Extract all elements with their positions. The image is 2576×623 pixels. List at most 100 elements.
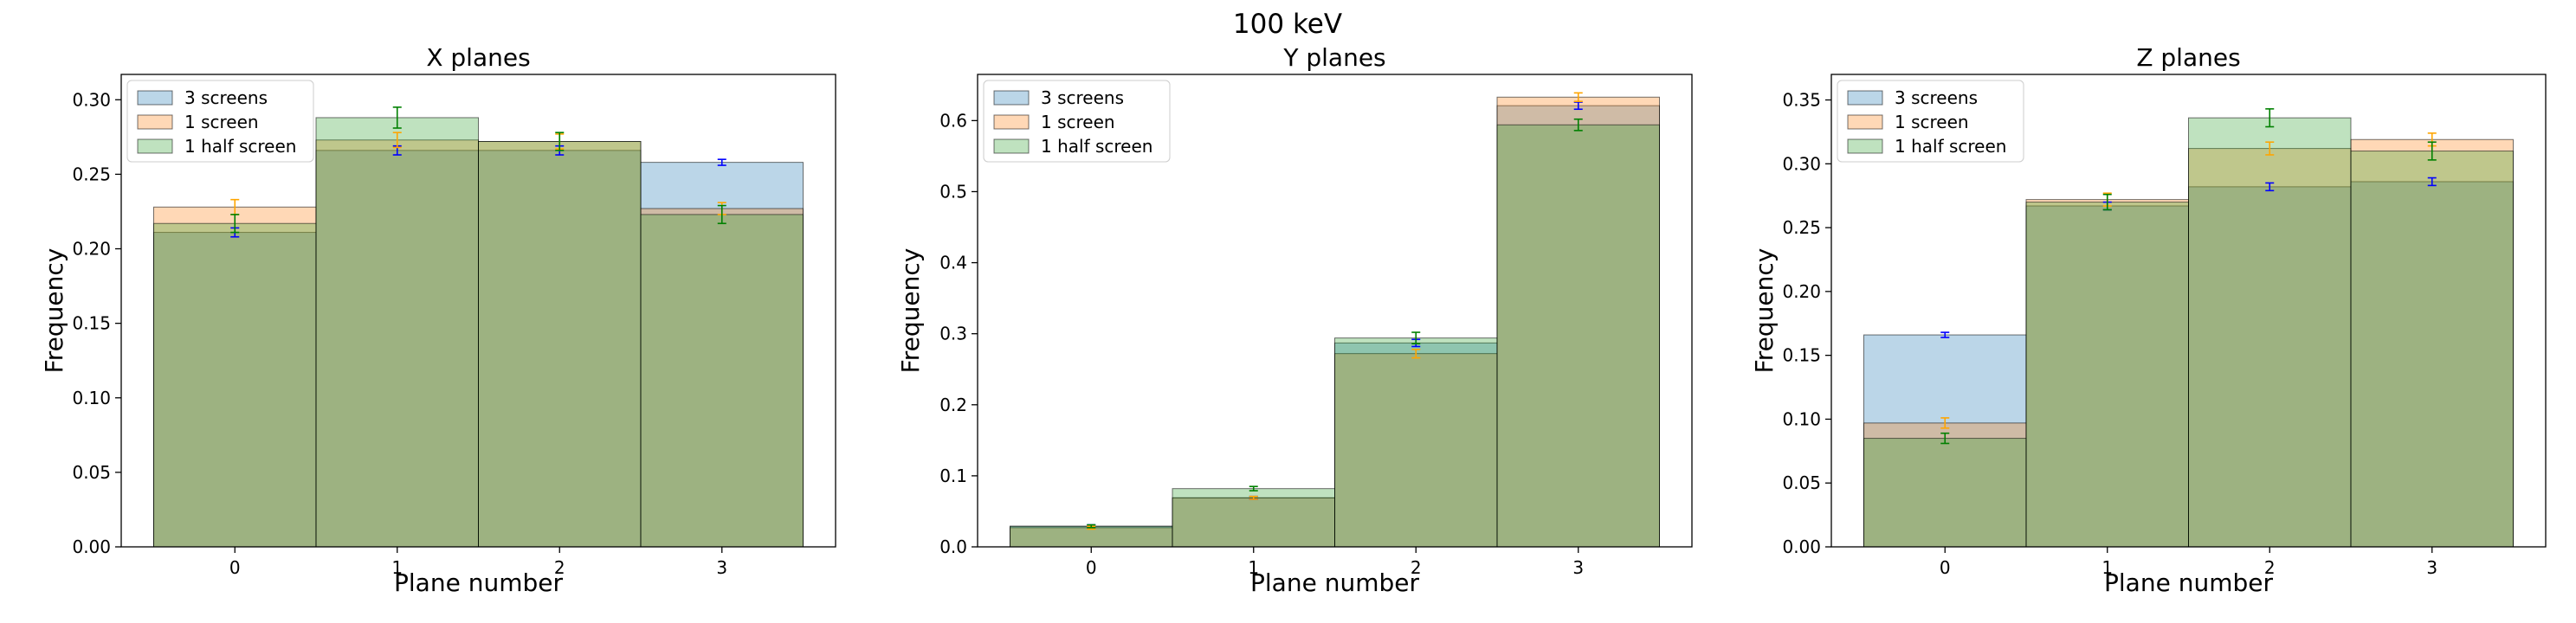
error-bar <box>555 132 565 151</box>
error-bar <box>717 158 726 166</box>
error-bar <box>2265 182 2275 192</box>
legend-label: 3 screens <box>184 87 268 108</box>
error-bar <box>392 132 402 149</box>
x-planes-ylabel: Frequency <box>40 248 68 374</box>
legend-label: 1 screen <box>1041 112 1115 132</box>
axes-frame <box>1830 74 2547 548</box>
legend-label: 1 screen <box>1895 112 1969 132</box>
legend-box <box>1837 80 2024 163</box>
bar <box>153 222 317 548</box>
z-planes-panel: Z planes Plane number Frequency 0.00 0.0… <box>1750 43 2547 597</box>
x-planes-xlabel: Plane number <box>394 568 563 597</box>
x-tick-label: 3 <box>716 557 727 578</box>
y-tick-label: 0.15 <box>72 313 111 334</box>
y-tick-label: 0.6 <box>939 110 967 131</box>
bar <box>2350 151 2514 548</box>
bar <box>1334 342 1498 548</box>
legend-box <box>983 80 1171 163</box>
legend-swatch <box>1847 114 1883 130</box>
bar <box>2188 148 2352 548</box>
error-bar <box>1249 485 1258 491</box>
legend-label: 1 screen <box>184 112 259 132</box>
y-tick-label: 0.20 <box>72 239 111 260</box>
axes-frame <box>977 74 1693 548</box>
axes-frame <box>120 74 836 548</box>
legend-label: 3 screens <box>1041 87 1124 108</box>
error-bars <box>230 106 726 238</box>
z-planes-xlabel: Plane number <box>2104 568 2273 597</box>
legend-label: 3 screens <box>1895 87 1978 108</box>
bar <box>1863 438 2027 548</box>
error-bar <box>1573 101 1583 111</box>
legend-swatch <box>137 138 173 154</box>
error-bar <box>1940 432 1950 445</box>
z-planes-ylabel: Frequency <box>1750 248 1779 374</box>
bar <box>153 232 317 548</box>
error-bars <box>1087 92 1583 530</box>
legend-swatch <box>1847 90 1883 106</box>
x-tick-label: 2 <box>1411 557 1422 578</box>
error-bar <box>1940 331 1950 338</box>
y-planes-panel: Y planes Plane number Frequency 0.0 0.1 … <box>896 43 1693 597</box>
legend-label: 1 half screen <box>1895 136 2006 157</box>
y-tick-label: 0.5 <box>939 181 967 202</box>
y-tick-label: 0.10 <box>1782 408 1821 429</box>
y-tick-label: 0.35 <box>1782 90 1821 111</box>
x-tick-label: 3 <box>1572 557 1584 578</box>
y-tick-label: 0.0 <box>939 536 967 557</box>
error-bar <box>1573 92 1583 102</box>
y-tick-label: 0.3 <box>939 324 967 344</box>
y-planes-xlabel: Plane number <box>1250 568 1419 597</box>
y-tick-label: 0.00 <box>1782 536 1821 557</box>
error-bar <box>1411 331 1421 344</box>
legend-swatch <box>993 90 1030 106</box>
x-planes-title: X planes <box>426 43 530 72</box>
error-bar <box>717 204 726 225</box>
x-tick-label: 2 <box>554 557 565 578</box>
legend-label: 1 half screen <box>1041 136 1152 157</box>
bar <box>1496 105 1660 548</box>
y-tick-label: 0.30 <box>1782 153 1821 174</box>
error-bar <box>2102 193 2112 211</box>
error-bar <box>392 106 402 129</box>
bars <box>1863 117 2514 548</box>
error-bar <box>1940 417 1950 429</box>
error-bar <box>2265 108 2275 128</box>
y-tick-label: 0.10 <box>72 388 111 408</box>
x-tick-label: 1 <box>2101 557 2113 578</box>
y-tick-label: 0.2 <box>939 395 967 415</box>
bar <box>1496 124 1660 548</box>
error-bar <box>2427 177 2437 187</box>
legend-swatch <box>993 138 1030 154</box>
error-bar <box>1249 495 1258 500</box>
x-tick-label: 0 <box>1086 557 1097 578</box>
bar <box>2188 186 2352 548</box>
error-bar <box>2427 141 2437 161</box>
y-tick-label: 0.05 <box>1782 472 1821 493</box>
y-tick-label: 0.20 <box>1782 281 1821 302</box>
legend-swatch <box>1847 138 1883 154</box>
bar <box>1172 497 1335 548</box>
figure-title: 100 keV <box>1233 9 1342 40</box>
bar <box>315 117 479 548</box>
legend-swatch <box>137 90 173 106</box>
bar <box>640 208 804 548</box>
bar <box>478 141 642 548</box>
bar <box>1334 337 1498 548</box>
y-tick-label: 0.00 <box>72 536 111 557</box>
bars <box>1010 96 1660 548</box>
y-planes-title: Y planes <box>1282 43 1385 72</box>
x-tick-label: 2 <box>2264 557 2276 578</box>
bar <box>640 162 804 548</box>
legend-swatch <box>137 114 173 130</box>
error-bar <box>2265 141 2275 156</box>
bar <box>1496 96 1660 548</box>
error-bar <box>1087 523 1096 529</box>
x-planes-panel: X planes Plane number Frequency 0.00 0.0… <box>40 43 836 597</box>
bar <box>2188 117 2352 548</box>
x-tick-label: 3 <box>2426 557 2437 578</box>
y-planes-ylabel: Frequency <box>896 248 925 374</box>
bar <box>640 214 804 548</box>
legend-box <box>126 80 314 163</box>
